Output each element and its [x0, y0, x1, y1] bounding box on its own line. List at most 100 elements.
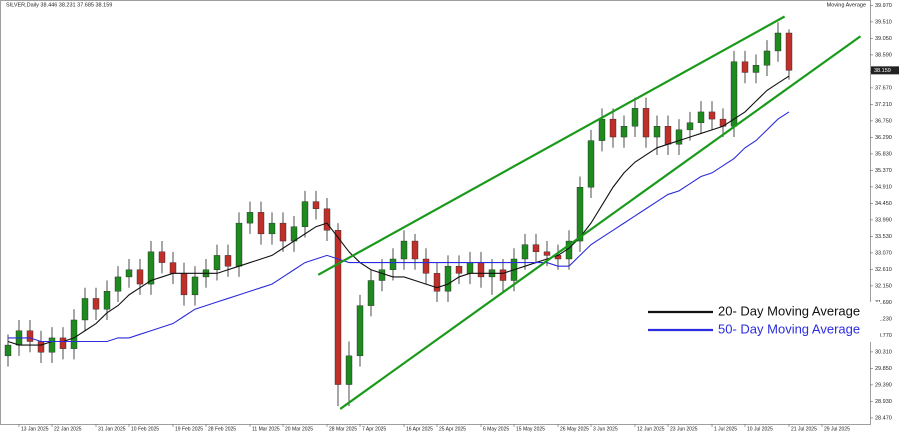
candle-body [466, 262, 474, 274]
x-tick-label: 26 May 2025 [560, 426, 589, 432]
y-tick-label: 34.450 [875, 201, 892, 207]
candle-body [697, 111, 705, 123]
candle-body [543, 251, 551, 256]
candle-body [730, 61, 738, 127]
candle-body [587, 140, 595, 188]
candle-body [26, 330, 34, 342]
x-tick-label: 23 Jun 2025 [670, 426, 698, 432]
y-tick-label: 31.690 [875, 300, 892, 306]
candle-body [257, 212, 265, 235]
candle-body [477, 262, 485, 278]
candle-body [125, 269, 133, 278]
candle-body [92, 298, 100, 310]
candle-body [136, 269, 144, 285]
candle-body [81, 298, 89, 321]
x-tick-label: 28 Mar 2025 [329, 426, 357, 432]
x-tick-label: 20 Mar 2025 [285, 426, 313, 432]
x-tick-label: 10 Jul 2025 [747, 426, 773, 432]
candle-body [180, 273, 188, 296]
candle-body [598, 118, 606, 141]
candle-body [169, 262, 177, 274]
candle-body [246, 212, 254, 224]
candle-body [323, 208, 331, 231]
candle-body [224, 255, 232, 267]
last-price-label: 38.159 [874, 68, 891, 74]
candle-body [499, 269, 507, 281]
y-tick-label: 35.370 [875, 168, 892, 174]
legend-label: 20- Day Moving Average [718, 303, 860, 318]
x-tick-label: 16 Apr 2025 [406, 426, 433, 432]
candle-body [631, 108, 639, 127]
y-tick-label: 37.670 [875, 85, 892, 91]
x-tick-label: 6 May 2025 [483, 426, 509, 432]
x-tick-label: 13 Jan 2025 [21, 426, 49, 432]
x-tick-label: 7 Apr 2025 [362, 426, 386, 432]
candle-body [675, 129, 683, 145]
y-tick-label: 29.390 [875, 382, 892, 388]
candle-body [411, 240, 419, 260]
trend-line [317, 15, 786, 276]
candle-body [686, 122, 694, 131]
y-tick-label: 31.230 [875, 316, 892, 322]
candle-body [37, 341, 45, 353]
y-tick-label: 36.290 [875, 135, 892, 141]
candle-body [378, 269, 386, 281]
candle-body [147, 251, 155, 285]
candle-body [103, 291, 111, 310]
x-tick-label: 15 May 2025 [516, 426, 545, 432]
candle-body [301, 201, 309, 227]
plot-frame [0, 0, 871, 425]
candle-body [213, 255, 221, 270]
candle-body [576, 187, 584, 242]
legend-label: 50- Day Moving Average [718, 321, 860, 336]
moving-average-line [7, 75, 790, 346]
y-tick-label: 39.510 [875, 19, 892, 25]
y-tick-label: 37.210 [875, 102, 892, 108]
x-tick-label: 12 Jun 2025 [637, 426, 665, 432]
candle-body [609, 118, 617, 138]
y-tick-label: 29.850 [875, 366, 892, 372]
y-tick-label: 39.970 [875, 3, 892, 9]
y-tick-label: 28.470 [875, 415, 892, 421]
y-tick-label: 30.770 [875, 333, 892, 339]
x-tick-label: 3 Jun 2025 [593, 426, 618, 432]
candle-body [279, 222, 287, 242]
y-tick-label: 32.150 [875, 283, 892, 289]
candle-body [334, 230, 342, 385]
candle-body [389, 258, 397, 270]
candle-body [708, 111, 716, 120]
candle-body [752, 65, 760, 73]
y-tick-label: 30.310 [875, 349, 892, 355]
candle-body [367, 280, 375, 306]
candle-body [741, 61, 749, 73]
x-tick-label: 10 Feb 2025 [131, 426, 159, 432]
candle-body [158, 251, 166, 263]
y-tick-label: 33.990 [875, 217, 892, 223]
y-tick-label: 33.070 [875, 250, 892, 256]
y-tick-label: 39.050 [875, 36, 892, 42]
x-tick-label: 28 Feb 2025 [208, 426, 236, 432]
candle-body [444, 265, 452, 292]
y-tick-label: 28.930 [875, 399, 892, 405]
x-tick-label: 29 Jul 2025 [824, 426, 850, 432]
candle-body [653, 126, 661, 138]
candle-body [620, 126, 628, 138]
candle-body [664, 126, 672, 145]
candle-body [774, 32, 782, 52]
x-tick-label: 25 Apr 2025 [439, 426, 466, 432]
candle-body [400, 240, 408, 260]
x-tick-label: 22 Jan 2025 [54, 426, 82, 432]
y-tick-label: 36.750 [875, 118, 892, 124]
candle-body [785, 32, 793, 71]
candle-body [345, 355, 353, 385]
candle-body [290, 226, 298, 242]
candle-body [532, 244, 540, 253]
candle-body [642, 108, 650, 138]
candle-body [114, 276, 122, 292]
y-tick-label: 34.910 [875, 184, 892, 190]
y-tick-label: 35.830 [875, 151, 892, 157]
candle-body [455, 265, 463, 274]
x-tick-label: 31 Jan 2025 [98, 426, 126, 432]
candle-body [356, 305, 364, 357]
